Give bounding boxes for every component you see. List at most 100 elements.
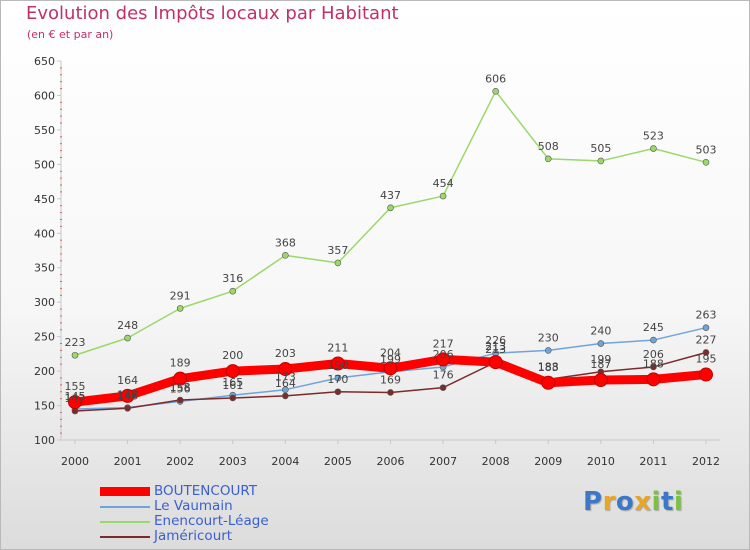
data-label-enencourt-leage-2001: 248 [117,319,138,332]
data-point-boutencourt-2012 [699,367,713,382]
y-tick-label-350: 350 [34,262,55,275]
legend-label-boutencourt: BOUTENCOURT [154,483,257,499]
data-label-boutencourt-2011: 188 [643,357,664,370]
data-point-boutencourt-2004 [278,362,293,377]
y-tick-label-650: 650 [34,55,55,68]
y-tick-label-550: 550 [34,124,55,137]
legend-label-le-vaumain: Le Vaumain [154,498,233,514]
y-tick-label-400: 400 [34,227,55,240]
data-point-enencourt-leage-2011 [650,145,657,152]
data-label-le-vaumain-2010: 240 [590,325,611,338]
data-point-le-vaumain-2009 [544,347,552,354]
data-label-enencourt-leage-2008: 606 [485,72,506,85]
data-point-le-vaumain-2012 [702,324,710,331]
data-point-jamericourt-2005 [334,388,342,396]
data-label-enencourt-leage-2002: 291 [170,289,191,302]
data-point-jamericourt-2011 [650,363,657,371]
data-point-boutencourt-2007 [436,352,451,367]
data-label-boutencourt-2008: 213 [485,340,506,353]
y-tick-label-500: 500 [34,158,55,171]
y-tick-label-300: 300 [34,296,55,309]
data-label-le-vaumain-2011: 245 [643,321,664,334]
data-point-enencourt-leage-2010 [597,157,605,165]
legend-label-jamericourt: Jaméricourt [154,528,233,544]
data-label-le-vaumain-2004: 173 [275,371,296,384]
series-line-enencourt-leage [74,90,707,356]
data-label-jamericourt-2005: 170 [327,373,348,386]
data-label-enencourt-leage-2007: 454 [433,177,454,190]
data-label-jamericourt-2004: 164 [275,377,296,390]
x-tick-label-2004: 2004 [271,455,299,468]
data-label-jamericourt-2003: 161 [222,379,243,392]
data-label-le-vaumain-2005: 190 [327,359,348,372]
data-point-enencourt-leage-2007 [439,192,447,200]
data-point-boutencourt-2005 [330,356,345,371]
x-tick-label-2008: 2008 [482,455,510,468]
data-point-boutencourt-2002 [173,371,188,386]
data-label-le-vaumain-2002: 156 [170,382,191,395]
data-label-jamericourt-2001: 146 [117,389,138,402]
data-label-jamericourt-2006: 169 [380,373,401,386]
data-label-enencourt-leage-2004: 368 [275,236,296,249]
data-label-boutencourt-2009: 183 [538,361,559,374]
data-label-boutencourt-2002: 189 [170,357,191,370]
logo-letter-o: o [615,487,635,517]
x-tick-label-2012: 2012 [692,455,720,468]
data-point-jamericourt-2001 [124,405,131,412]
x-tick-label-2009: 2009 [534,455,562,468]
x-tick-label-2000: 2000 [61,455,89,468]
y-tick-label-600: 600 [34,89,55,102]
x-tick-label-2006: 2006 [377,455,405,468]
data-label-boutencourt-2001: 164 [117,374,138,387]
data-label-boutencourt-2007: 217 [433,337,454,350]
x-tick-label-2005: 2005 [324,455,352,468]
logo-letter-i2: i [673,487,684,517]
data-label-boutencourt-2012: 195 [696,353,717,366]
data-label-jamericourt-2007: 176 [433,369,454,382]
legend-swatch-boutencourt [100,487,150,496]
data-point-jamericourt-2012 [702,349,710,356]
data-label-boutencourt-2000: 155 [65,380,86,393]
logo-letter-t: t [660,487,674,517]
data-point-enencourt-leage-2004 [282,252,289,259]
data-label-enencourt-leage-2009: 508 [538,140,559,153]
data-label-boutencourt-2010: 187 [590,358,611,371]
data-point-le-vaumain-2005 [334,374,342,382]
y-tick-label-250: 250 [34,331,55,344]
data-label-boutencourt-2005: 211 [327,342,348,355]
data-label-jamericourt-2011: 206 [643,348,664,361]
y-tick-label-150: 150 [34,400,55,413]
logo-letter-x: x [634,487,652,517]
logo-letter-i1: i [651,487,661,517]
data-label-jamericourt-2002: 158 [170,381,191,394]
legend-swatch-enencourt-leage [100,521,150,523]
data-point-enencourt-leage-2006 [387,204,394,212]
data-point-boutencourt-2010 [593,373,608,388]
data-label-jamericourt-2000: 142 [65,392,86,405]
legend-label-enencourt-leage: Enencourt-Léage [154,513,269,529]
data-label-le-vaumain-2000: 145 [65,390,86,403]
data-label-le-vaumain-2006: 199 [380,353,401,366]
data-point-jamericourt-2003 [229,394,237,402]
data-point-enencourt-leage-2003 [229,287,237,295]
data-label-boutencourt-2004: 203 [275,347,296,360]
data-point-enencourt-leage-2002 [176,305,184,312]
data-point-le-vaumain-2011 [650,336,657,344]
logo-letter-r: r [602,487,616,517]
data-point-boutencourt-2003 [225,364,240,379]
data-point-enencourt-leage-2009 [544,155,552,163]
data-label-enencourt-leage-2003: 316 [222,272,243,285]
x-tick-label-2003: 2003 [219,455,247,468]
x-tick-label-2010: 2010 [587,455,615,468]
data-point-boutencourt-2009 [541,375,556,390]
data-point-enencourt-leage-2005 [334,259,342,267]
data-label-jamericourt-2008: 213 [485,343,506,356]
logo-letter-p: P [583,487,603,517]
proxiti-logo: Proxiti [583,487,683,517]
data-label-jamericourt-2009: 188 [538,360,559,373]
data-label-enencourt-leage-2011: 523 [643,130,664,143]
data-label-le-vaumain-2001: 147 [117,389,138,402]
chart-title: Evolution des Impôts locaux par Habitant [26,3,399,24]
